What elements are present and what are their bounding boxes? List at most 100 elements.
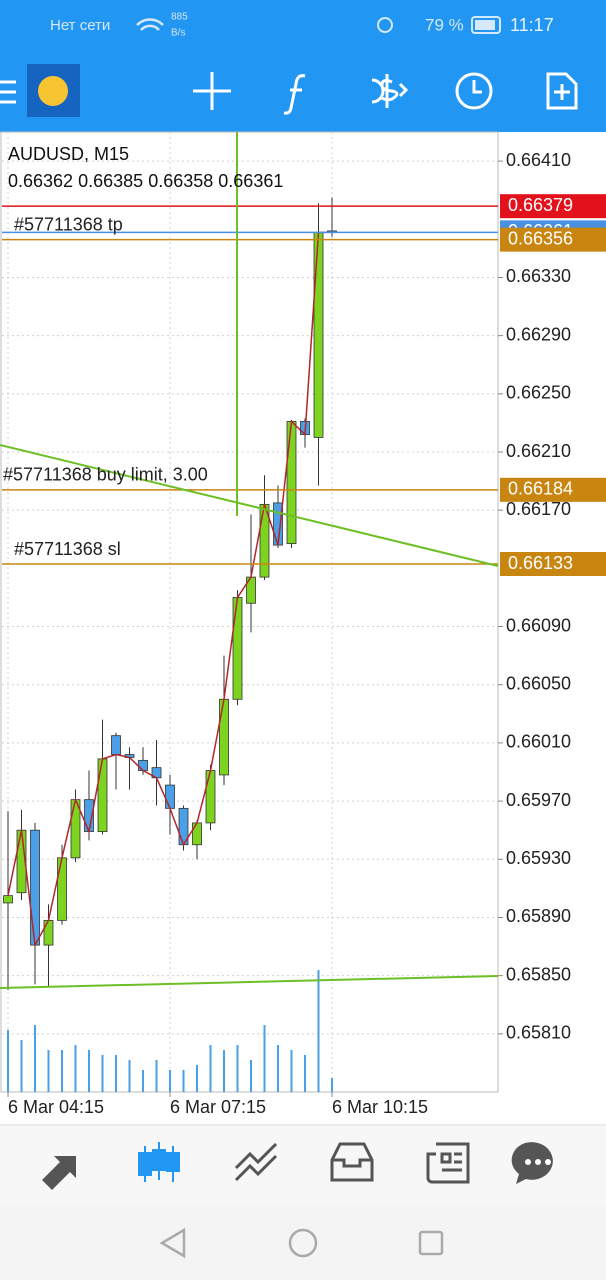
volume-bar [47,1050,50,1092]
app-bar [0,0,606,132]
menu-button[interactable] [0,80,16,104]
y-tick-label: 0.65850 [506,964,571,984]
candle-body [97,758,108,833]
x-tick-label: 6 Mar 10:15 [332,1097,428,1117]
volume-bar [236,1045,239,1092]
y-tick-label: 0.66170 [506,499,571,519]
y-tick-label: 0.65890 [506,906,571,926]
volume-bar [331,1078,333,1092]
symbol-title: AUDUSD, M15 [8,144,129,164]
volume-bar [115,1055,117,1092]
volume-bar [88,1050,90,1092]
carrier: Нет сети [50,17,110,34]
system-nav [0,1205,606,1280]
order-label: #57711368 sl [14,539,121,559]
candle-body [30,829,40,946]
y-tick-label: 0.65970 [506,790,571,810]
y-tick-label: 0.65810 [506,1023,571,1043]
battery-icon [471,16,501,34]
chart-frame [0,131,499,1093]
volume-bar [250,1060,252,1092]
volume-bar [169,1070,171,1092]
speed-unit: B/s [171,28,185,39]
back-button[interactable] [159,1227,186,1259]
candle-body [205,770,216,824]
volume-bar [317,970,320,1092]
trend-line-object [0,444,499,567]
indicators-button[interactable] [283,74,306,115]
x-tick-label: 6 Mar 04:15 [8,1097,104,1117]
y-tick-label: 0.66290 [506,324,571,344]
y-tick-label: 0.66410 [506,150,571,170]
speed: 885 [171,12,188,23]
news-tab[interactable] [426,1142,470,1184]
volume-bar [263,1025,266,1092]
volume-bar [290,1050,293,1092]
y-tick-label: 0.66330 [506,266,571,286]
home-button[interactable] [288,1228,318,1258]
y-tick-label: 0.66090 [506,615,571,635]
history-tab[interactable] [330,1142,374,1182]
chart-tab[interactable] [138,1142,180,1182]
volume-bar [142,1070,144,1092]
ohlc-header: 0.66362 0.66385 0.66358 0.66361 [8,171,283,191]
order-label: #57711368 buy limit, 3.00 [3,465,208,485]
plot [2,132,503,1097]
volume-bar [74,1045,77,1092]
volume-bar [155,1060,158,1092]
volume-bar [196,1065,198,1092]
candle-body [138,759,148,771]
ohlc-high: 0.66385 [78,171,143,191]
price-label-box [500,194,606,219]
price-label-box [500,227,606,252]
volume-bar [34,1025,36,1092]
y-tick-label: 0.66250 [506,383,571,403]
trade-tab[interactable] [234,1142,278,1182]
y-tick-label: 0.66210 [506,441,571,461]
battery: 79 % [425,15,464,34]
wifi-icon [136,18,164,31]
price-label-box [500,552,606,576]
ohlc-low: 0.66358 [148,171,213,191]
new-order-button[interactable] [546,72,578,110]
candle-body [286,421,297,545]
volume-bar [20,1040,23,1092]
candle-body [192,822,202,846]
x-tick-label: 6 Mar 07:15 [170,1097,266,1117]
chat-tab[interactable] [511,1142,553,1184]
period-button[interactable] [455,72,493,110]
volume-bar [128,1060,131,1092]
trend-line-object [0,975,499,989]
ohlc-open: 0.66362 [8,171,73,191]
price-label: 0.66184 [508,479,573,499]
app-logo-mark [38,76,68,106]
candle-body [111,735,121,755]
recents-button[interactable] [418,1230,444,1256]
battery-level [475,20,495,30]
volume-bar [61,1050,63,1092]
quotes-tab[interactable] [42,1156,76,1190]
price-label: 0.66356 [508,228,573,248]
candle-body [313,231,324,438]
candle-body [43,919,54,946]
volume-bar [7,1030,9,1092]
volume-bar [223,1050,225,1092]
crosshair-button[interactable] [193,72,231,110]
trade-button[interactable] [371,74,409,108]
alarm-icon [377,17,393,33]
close-line [7,231,332,948]
bottom-nav [0,1125,606,1205]
candle-body [57,857,67,921]
volume-bar [209,1045,212,1092]
y-tick-label: 0.66010 [506,732,571,752]
volume-bar [304,1055,306,1092]
candle-body [3,895,13,904]
volume-bar [277,1045,279,1092]
price-label-box [500,477,606,502]
candle-body [232,597,243,700]
price-label: 0.66133 [508,553,573,573]
price-label: 0.66379 [508,195,573,215]
y-tick-label: 0.65930 [506,848,571,868]
volume-bar [101,1055,104,1092]
